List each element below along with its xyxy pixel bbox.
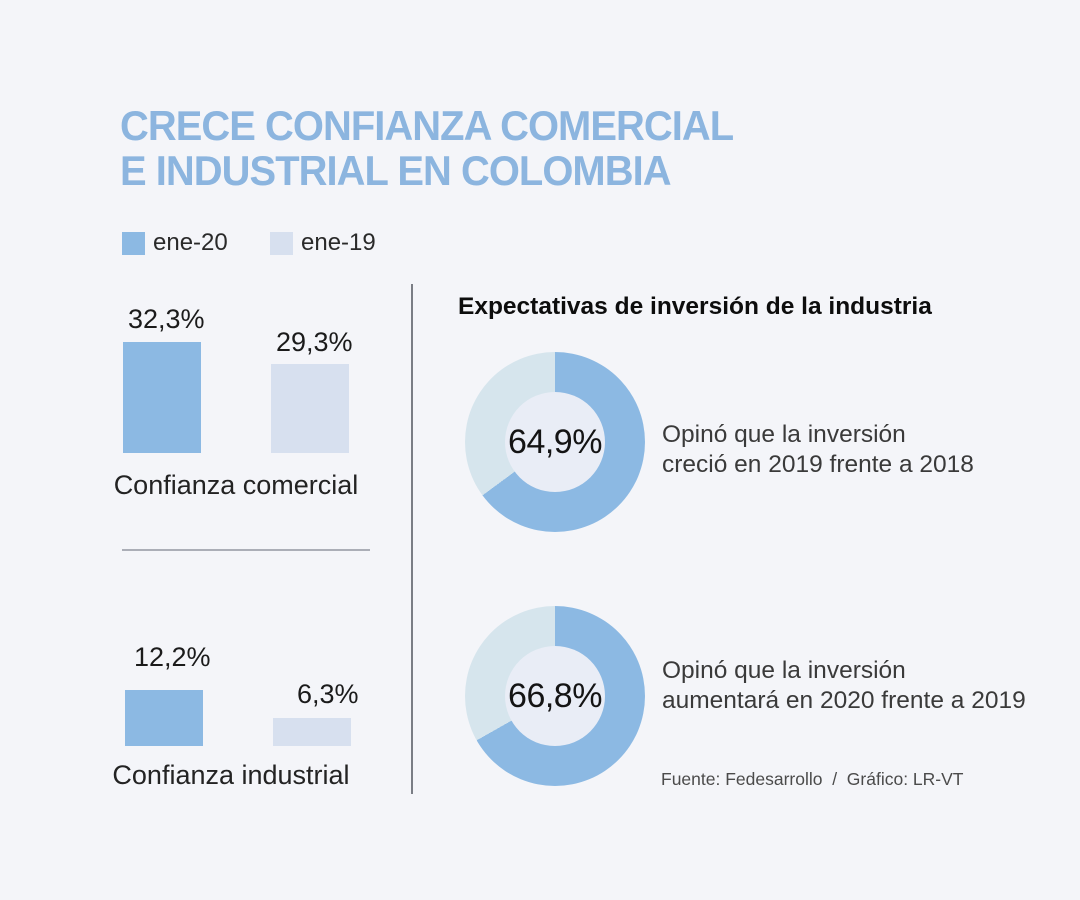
donut-value-2019: 64,9% xyxy=(508,422,602,461)
bar-comercial-ene20 xyxy=(123,342,201,453)
donut-description-2019-line2: creció en 2019 frente a 2018 xyxy=(662,451,974,478)
bar-industrial-ene19 xyxy=(273,718,351,746)
legend-swatch-ene19 xyxy=(270,231,293,255)
page-title: CRECE CONFIANZA COMERCIAL E INDUSTRIAL E… xyxy=(120,102,734,194)
donut-hole-2019: 64,9% xyxy=(505,392,605,492)
legend-label-ene20: ene-20 xyxy=(153,229,228,256)
donut-hole-2020: 66,8% xyxy=(505,646,605,746)
donut-description-2020: Opinó que la inversión aumentará en 2020… xyxy=(662,656,1026,716)
vertical-divider xyxy=(411,284,413,794)
donut-description-2020-line1: Opinó que la inversión xyxy=(662,657,906,684)
donut-chart-2019: 64,9% xyxy=(465,352,645,532)
donut-description-2019-line1: Opinó que la inversión xyxy=(662,421,906,448)
donut-value-2020: 66,8% xyxy=(508,676,602,715)
legend-item-ene20: ene-20 xyxy=(122,229,228,257)
bar-value-comercial-ene19: 29,3% xyxy=(276,327,353,357)
donut-chart-2020: 66,8% xyxy=(465,606,645,786)
bar-value-industrial-ene20: 12,2% xyxy=(134,642,211,672)
section-header: Expectativas de inversión de la industri… xyxy=(458,293,932,320)
bar-industrial-ene20 xyxy=(125,690,203,746)
horizontal-divider xyxy=(122,549,370,551)
donut-description-2020-line2: aumentará en 2020 frente a 2019 xyxy=(662,687,1026,714)
bar-comercial-ene19 xyxy=(271,364,349,453)
bar-caption-industrial: Confianza industrial xyxy=(112,760,350,790)
legend-label-ene19: ene-19 xyxy=(301,229,376,256)
source-credit: Fuente: Fedesarrollo / Gráfico: LR-VT xyxy=(661,769,964,789)
donut-description-2019: Opinó que la inversión creció en 2019 fr… xyxy=(662,420,974,480)
page-title-line2: E INDUSTRIAL EN COLOMBIA xyxy=(120,147,672,194)
bar-value-comercial-ene20: 32,3% xyxy=(128,304,205,334)
bar-caption-comercial: Confianza comercial xyxy=(113,470,359,500)
bar-value-industrial-ene19: 6,3% xyxy=(297,679,359,709)
legend-item-ene19: ene-19 xyxy=(270,229,376,257)
page-title-line1: CRECE CONFIANZA COMERCIAL xyxy=(120,102,734,149)
legend-swatch-ene20 xyxy=(122,231,145,255)
